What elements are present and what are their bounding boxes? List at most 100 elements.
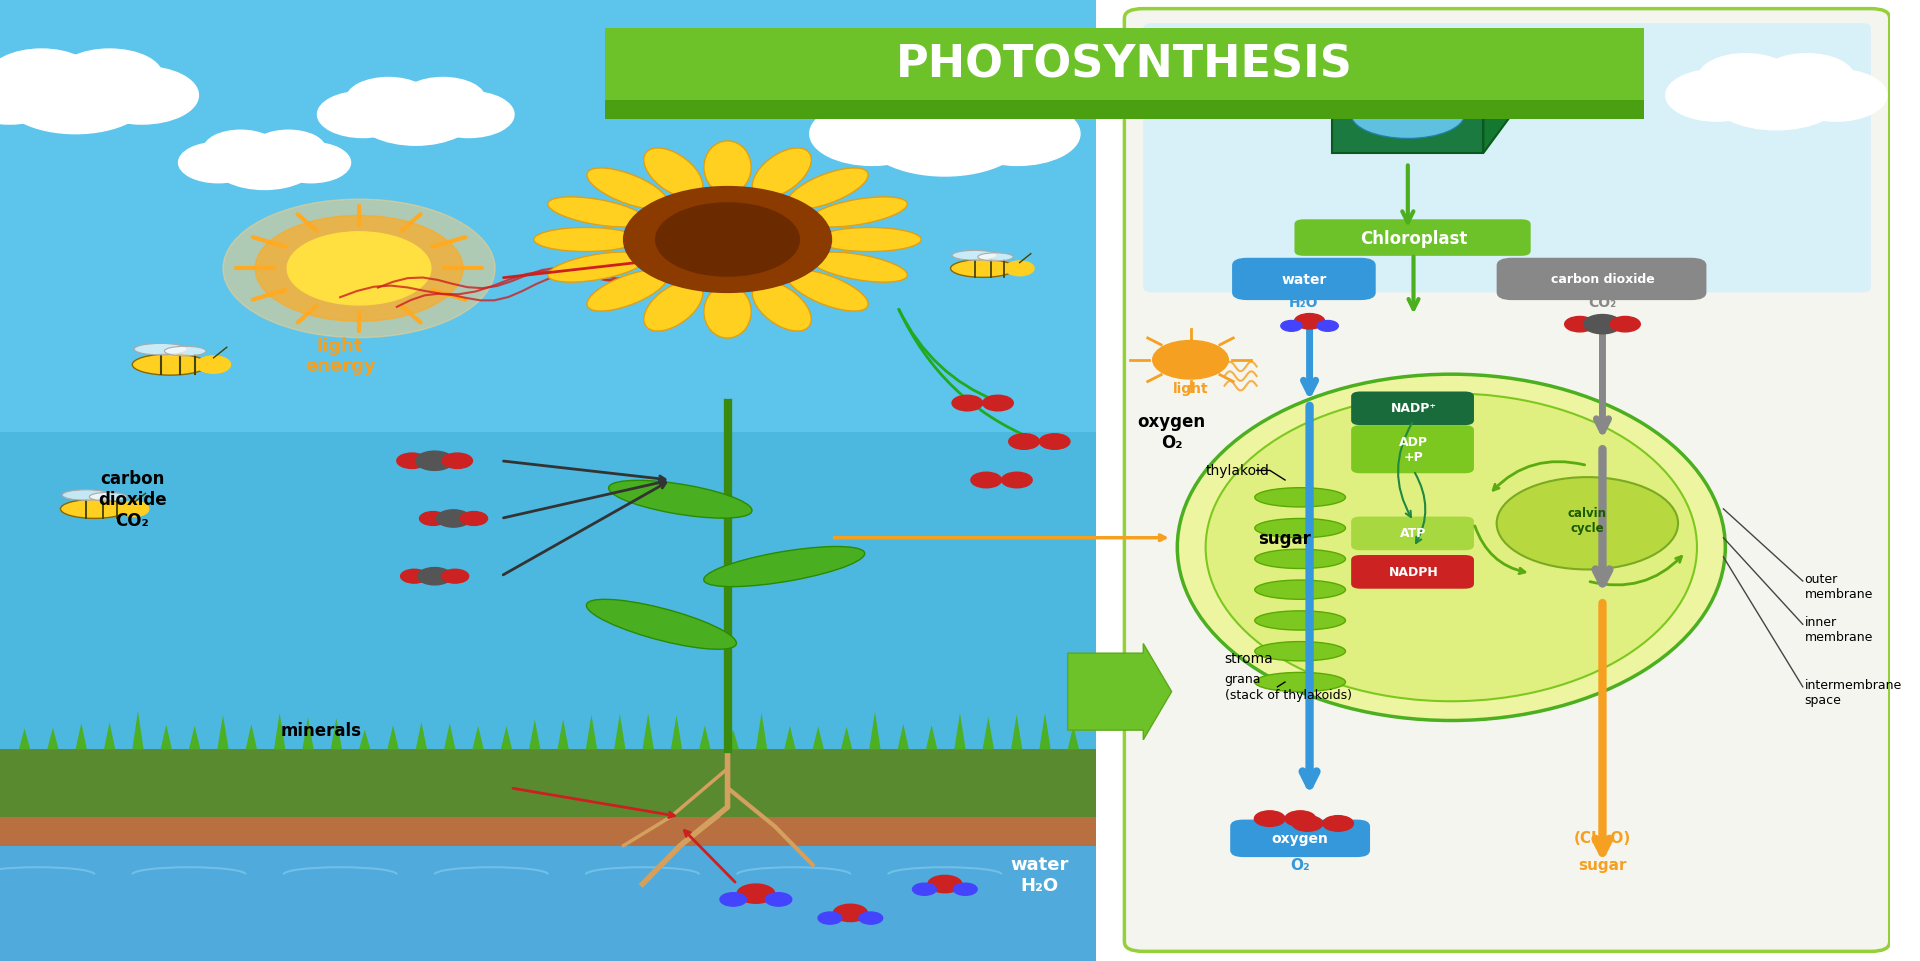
Ellipse shape [547, 198, 645, 228]
Ellipse shape [1206, 394, 1697, 702]
Circle shape [252, 131, 324, 169]
Ellipse shape [977, 254, 1014, 261]
Polygon shape [132, 714, 144, 750]
Ellipse shape [61, 490, 109, 501]
Circle shape [858, 912, 883, 924]
Text: inner
membrane: inner membrane [1805, 615, 1874, 644]
Text: water: water [1281, 273, 1327, 286]
Text: water
H₂O: water H₂O [1010, 855, 1069, 894]
Circle shape [442, 454, 472, 469]
Polygon shape [388, 730, 399, 750]
Circle shape [1284, 811, 1315, 826]
Text: Plant Cell: Plant Cell [1356, 38, 1461, 58]
Ellipse shape [1256, 673, 1346, 692]
Ellipse shape [1352, 91, 1465, 139]
Polygon shape [605, 29, 1644, 101]
Circle shape [211, 136, 317, 190]
Polygon shape [643, 713, 655, 750]
Circle shape [1006, 261, 1035, 277]
Polygon shape [188, 724, 200, 750]
Ellipse shape [134, 344, 186, 356]
Circle shape [1254, 811, 1284, 826]
Polygon shape [870, 727, 881, 750]
Circle shape [0, 67, 65, 125]
Polygon shape [301, 725, 313, 750]
Text: sugar: sugar [1578, 857, 1626, 873]
Polygon shape [246, 711, 257, 750]
Polygon shape [1012, 726, 1021, 750]
Circle shape [1697, 55, 1793, 103]
Circle shape [401, 570, 428, 583]
Ellipse shape [810, 198, 908, 228]
Circle shape [417, 452, 453, 471]
Polygon shape [614, 713, 626, 750]
FancyBboxPatch shape [1231, 820, 1371, 857]
Polygon shape [19, 711, 31, 750]
Polygon shape [0, 0, 1096, 432]
Ellipse shape [90, 493, 127, 502]
Text: light
energy: light energy [305, 336, 376, 375]
Polygon shape [983, 722, 995, 750]
Text: H₂O: H₂O [1288, 296, 1319, 309]
Circle shape [196, 357, 230, 374]
FancyBboxPatch shape [1498, 259, 1707, 301]
Ellipse shape [1256, 611, 1346, 630]
Text: outer
membrane: outer membrane [1805, 572, 1874, 601]
Circle shape [1002, 473, 1033, 488]
Polygon shape [501, 718, 513, 750]
Circle shape [1786, 70, 1887, 122]
Polygon shape [728, 726, 739, 750]
FancyBboxPatch shape [1142, 24, 1870, 293]
Ellipse shape [1256, 550, 1346, 569]
Ellipse shape [1256, 642, 1346, 661]
Circle shape [956, 103, 1079, 166]
Circle shape [952, 396, 983, 411]
Circle shape [1584, 315, 1620, 334]
Text: sugar: sugar [1260, 530, 1311, 547]
Circle shape [849, 84, 966, 143]
Ellipse shape [165, 347, 205, 357]
Circle shape [1709, 62, 1845, 131]
Circle shape [954, 883, 977, 896]
Text: intermembrane
space: intermembrane space [1805, 678, 1903, 706]
Polygon shape [1332, 38, 1511, 77]
Ellipse shape [787, 271, 868, 311]
Circle shape [461, 512, 488, 526]
Text: calvin
cycle: calvin cycle [1569, 506, 1607, 535]
Circle shape [862, 92, 1027, 177]
Circle shape [355, 85, 476, 146]
Circle shape [1565, 317, 1596, 333]
Text: minerals: minerals [280, 722, 361, 739]
Polygon shape [899, 729, 908, 750]
Ellipse shape [1256, 519, 1346, 538]
Text: O₂: O₂ [1290, 857, 1309, 873]
Circle shape [912, 883, 937, 896]
Text: PHOTOSYNTHESIS: PHOTOSYNTHESIS [897, 44, 1354, 86]
Polygon shape [1332, 77, 1484, 154]
Ellipse shape [588, 271, 668, 311]
Ellipse shape [810, 253, 908, 283]
Circle shape [0, 58, 152, 135]
FancyBboxPatch shape [1233, 259, 1377, 301]
Circle shape [401, 79, 486, 121]
Polygon shape [783, 716, 795, 750]
Polygon shape [670, 717, 682, 750]
Text: thylakoid: thylakoid [1206, 464, 1269, 478]
Circle shape [833, 904, 868, 922]
FancyBboxPatch shape [1352, 426, 1475, 474]
Polygon shape [444, 727, 455, 750]
Circle shape [737, 884, 776, 903]
Text: CO₂: CO₂ [1588, 296, 1617, 309]
Polygon shape [472, 714, 484, 750]
Circle shape [255, 216, 463, 322]
Polygon shape [699, 711, 710, 750]
Polygon shape [275, 713, 286, 750]
Circle shape [983, 396, 1014, 411]
Ellipse shape [132, 355, 207, 376]
Circle shape [317, 92, 409, 138]
Circle shape [720, 893, 747, 906]
Ellipse shape [643, 282, 703, 332]
Ellipse shape [60, 500, 129, 519]
Ellipse shape [586, 600, 737, 650]
Ellipse shape [952, 251, 996, 261]
